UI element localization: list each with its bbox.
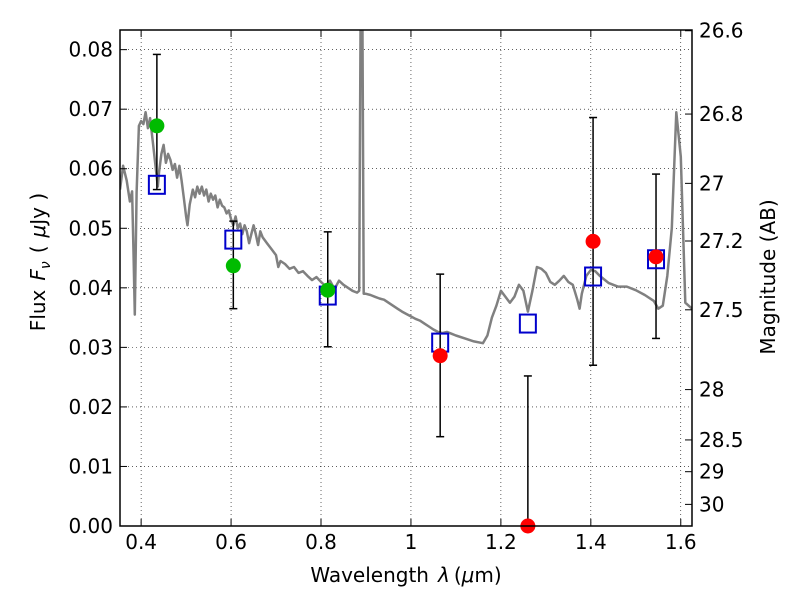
x-tick-label: 0.4 [125, 530, 157, 554]
y-tick-label: 0.03 [68, 335, 113, 359]
y-axis-title: Flux Fν ( μJy ) [26, 193, 54, 331]
y2-tick-label: 30 [699, 492, 724, 516]
y2-axis-title: Magnitude (AB) [756, 199, 780, 354]
green-detection-marker [320, 282, 336, 298]
x-axis-title-symbol: λ [437, 563, 450, 587]
model-sed-line [120, 30, 692, 345]
y-axis-title-unit-rest: Jy ) [26, 193, 50, 227]
model-band-marker [584, 266, 603, 287]
y2-tick-label: 28 [699, 378, 724, 402]
y-axis-title-text: Flux [26, 289, 50, 331]
y2-tick-label: 27.2 [699, 229, 744, 253]
y-tick-label: 0.08 [68, 38, 113, 62]
data-markers [147, 118, 666, 534]
y2-tick-label: 27 [699, 171, 724, 195]
green-detection-marker [225, 258, 241, 274]
axis-ticks: 0.4 0.6 0.8 1 1.2 1.4 1.6 0.00 0.01 0.02 0.03 0.04 0… [68, 19, 743, 554]
x-tick-label: 0.8 [305, 530, 337, 554]
y-axis-title-unit-open: ( [26, 245, 50, 253]
y2-tick-label: 26.8 [699, 102, 744, 126]
x-tick-label: 1.6 [665, 530, 697, 554]
y-tick-label: 0.05 [68, 216, 113, 240]
model-sed-layer [120, 30, 692, 345]
model-band-marker [518, 313, 537, 334]
y-tick-label: 0.02 [68, 395, 113, 419]
y2-tick-label: 27.5 [699, 298, 744, 322]
y-tick-label: 0.00 [68, 514, 113, 538]
x-tick-label: 0.6 [215, 530, 247, 554]
y2-tick-label: 29 [699, 460, 724, 484]
model-band-marker [224, 229, 243, 250]
x-axis-title-unit-open: ( [454, 563, 462, 587]
x-axis-title-unit-rest: m) [474, 563, 501, 587]
y-axis-title-symbol: F [26, 269, 50, 281]
y-tick-label: 0.06 [68, 157, 113, 181]
x-axis-title: Wavelength λ (μm) [310, 563, 501, 587]
y2-tick-label: 28.5 [699, 428, 744, 452]
x-tick-label: 1.4 [575, 530, 607, 554]
red-detection-marker [648, 249, 664, 265]
x-axis-title-unit-mu: μ [461, 563, 475, 587]
x-tick-label: 1.2 [485, 530, 517, 554]
y-axis-title-unit-mu: μ [26, 225, 50, 239]
y-tick-label: 0.01 [68, 454, 113, 478]
y-axis-title-subscript: ν [38, 261, 54, 269]
green-detection-marker [149, 118, 165, 134]
y2-tick-label: 26.6 [699, 19, 744, 43]
model-band-marker [147, 174, 166, 195]
red-detection-marker [432, 348, 448, 364]
y-tick-label: 0.07 [68, 97, 113, 121]
plot-frame [119, 29, 693, 527]
x-tick-label: 1 [405, 530, 418, 554]
x-axis-title-text: Wavelength [310, 563, 429, 587]
y-tick-label: 0.04 [68, 276, 113, 300]
red-detection-marker [585, 233, 601, 249]
